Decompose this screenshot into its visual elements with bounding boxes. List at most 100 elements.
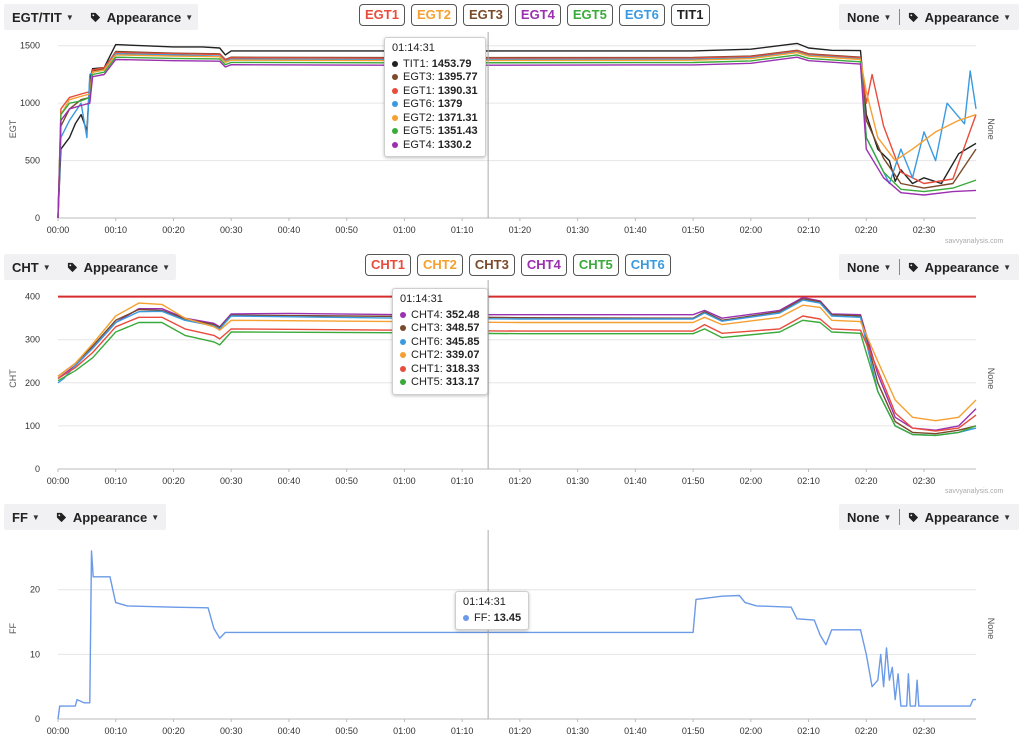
series-line-egt5[interactable] — [57, 54, 977, 219]
series-chip-cht2[interactable]: CHT2 — [416, 254, 463, 276]
y-tick-label: 500 — [25, 156, 40, 166]
tooltip-time: 01:14:31 — [463, 596, 506, 608]
cht-right-appearance-menu[interactable]: Appearance ▼ — [900, 254, 1019, 280]
watermark: savvyanalysis.com — [945, 488, 1004, 495]
y-tick-label: 1500 — [20, 41, 40, 51]
egt-right-axis-menu[interactable]: None ▼ — [839, 4, 899, 30]
tooltip-series-value: 1453.79 — [431, 57, 472, 70]
x-tick-label: 01:20 — [509, 476, 532, 486]
series-line-egt3[interactable] — [57, 49, 977, 219]
egt-chart[interactable]: 0 500 1000 1500 00:00 00:10 00:20 00:30 00:40 00:… — [0, 0, 1024, 250]
egt-right-appearance-label: Appearance — [924, 9, 1000, 25]
ff-appearance-menu[interactable]: Appearance ▼ — [48, 504, 167, 530]
tooltip-row: CHT3: 348.57 — [400, 322, 480, 336]
x-tick-label: 00:40 — [278, 225, 301, 235]
series-chip-egt5[interactable]: EGT5 — [566, 4, 613, 26]
cht-series-chips: CHT1 CHT2 CHT3 CHT4 CHT5 CHT6 — [365, 254, 671, 276]
series-chip-egt2[interactable]: EGT2 — [410, 4, 457, 26]
x-tick-label: 01:30 — [566, 225, 589, 235]
ff-left-toolbar: FF ▼ Appearance ▼ — [4, 504, 166, 530]
tooltip-row: CHT5: 313.17 — [400, 376, 480, 390]
x-tick-label: 00:00 — [47, 476, 70, 486]
series-chip-egt3[interactable]: EGT3 — [462, 4, 509, 26]
ff-right-appearance-label: Appearance — [924, 509, 1000, 525]
y-axis-title: FF — [8, 623, 18, 634]
x-tick-label: 02:10 — [797, 726, 820, 736]
series-line-egt1[interactable] — [57, 50, 977, 219]
y-tick-label: 1000 — [20, 98, 40, 108]
egt-right-appearance-menu[interactable]: Appearance ▼ — [900, 4, 1019, 30]
x-tick-label: 01:30 — [566, 476, 589, 486]
egt-series-menu[interactable]: EGT/TIT ▼ — [4, 4, 82, 30]
tooltip-series-name: EGT3 — [403, 71, 432, 83]
right-axis-title: None — [986, 618, 996, 640]
series-chip-tit1[interactable]: TIT1 — [670, 4, 710, 26]
series-line-ff[interactable] — [57, 550, 976, 720]
cht-chart[interactable]: 0 100 200 300 400 00:00 00:10 00:20 00:30 00:40 00… — [0, 250, 1024, 500]
x-tick-label: 02:20 — [855, 476, 878, 486]
cht-appearance-label: Appearance — [83, 259, 159, 275]
tooltip-row: CHT1: 318.33 — [400, 363, 480, 377]
series-line-cht5[interactable] — [57, 319, 977, 437]
caret-down-icon: ▼ — [883, 512, 892, 522]
caret-down-icon: ▼ — [162, 262, 170, 272]
series-line-egt6[interactable] — [57, 51, 977, 219]
tooltip-series-name: CHT5 — [411, 376, 440, 388]
series-line-egt2[interactable] — [57, 51, 977, 219]
x-tick-label: 00:10 — [104, 726, 127, 736]
series-chip-cht4[interactable]: CHT4 — [520, 254, 567, 276]
series-chip-cht1[interactable]: CHT1 — [365, 254, 411, 276]
series-line-cht4[interactable] — [57, 296, 977, 431]
series-line-cht2[interactable] — [57, 302, 977, 422]
tooltip-row: EGT3: 1395.77 — [392, 71, 478, 85]
cht-right-axis-menu[interactable]: None ▼ — [839, 254, 899, 280]
series-chip-cht3[interactable]: CHT3 — [468, 254, 515, 276]
series-line-cht3[interactable] — [57, 298, 977, 435]
tooltip-row: FF: 13.45 — [463, 612, 521, 626]
x-tick-label: 02:10 — [797, 225, 820, 235]
egt-appearance-menu[interactable]: Appearance ▼ — [82, 4, 201, 30]
series-chip-cht5[interactable]: CHT5 — [572, 254, 619, 276]
tooltip-time: 01:14:31 — [400, 293, 443, 305]
y-tick-label: 0 — [35, 464, 40, 474]
egt-right-axis-label: None — [847, 9, 880, 25]
cht-appearance-menu[interactable]: Appearance ▼ — [59, 254, 178, 280]
cht-right-toolbar: None ▼ Appearance ▼ — [839, 254, 1019, 280]
series-line-tit1[interactable] — [57, 42, 977, 219]
x-tick-label: 00:00 — [47, 726, 70, 736]
egt-series-chips: EGT1 EGT2 EGT3 EGT4 EGT5 EGT6 TIT1 — [359, 4, 710, 26]
series-line-cht1[interactable] — [57, 315, 977, 432]
tooltip-series-name: CHT4 — [411, 308, 440, 321]
ff-right-appearance-menu[interactable]: Appearance ▼ — [900, 504, 1019, 530]
tooltip-series-value: 339.07 — [445, 349, 480, 361]
series-dot-icon — [400, 325, 406, 332]
cht-series-menu[interactable]: CHT ▼ — [4, 254, 59, 280]
tooltip-row: CHT4: 352.48 — [400, 309, 480, 323]
series-chip-egt4[interactable]: EGT4 — [514, 4, 561, 26]
tooltip-series-name: CHT2 — [411, 349, 440, 361]
y-tick-label: 20 — [30, 585, 40, 595]
cht-left-toolbar: CHT ▼ Appearance ▼ — [4, 254, 176, 280]
tooltip-series-name: TIT1 — [403, 57, 426, 70]
x-tick-label: 02:30 — [913, 726, 936, 736]
cht-right-axis-label: None — [847, 259, 880, 275]
caret-down-icon: ▼ — [1003, 512, 1011, 522]
ff-series-menu[interactable]: FF ▼ — [4, 504, 48, 530]
x-tick-label: 00:20 — [162, 476, 185, 486]
tooltip-series-value: 13.45 — [493, 611, 522, 624]
tooltip-series-value: 345.85 — [445, 335, 480, 348]
y-tick-label: 0 — [35, 714, 40, 724]
series-chip-cht6[interactable]: CHT6 — [624, 254, 671, 276]
egt-panel: EGT/TIT ▼ Appearance ▼ EGT1 EGT2 EGT3 EGT4 EGT… — [0, 0, 1024, 250]
x-tick-label: 00:10 — [104, 476, 127, 486]
series-line-egt4[interactable] — [57, 56, 977, 219]
series-chip-egt6[interactable]: EGT6 — [618, 4, 665, 26]
x-tick-label: 00:40 — [278, 476, 301, 486]
x-tick-label: 00:30 — [220, 476, 243, 486]
series-chip-egt1[interactable]: EGT1 — [359, 4, 405, 26]
cht-right-appearance-label: Appearance — [924, 259, 1000, 275]
ff-chart[interactable]: 0 10 20 00:00 00:10 00:20 00:30 00:40 00:50 01:00… — [0, 500, 1024, 752]
ff-right-axis-menu[interactable]: None ▼ — [839, 504, 899, 530]
x-tick-label: 01:10 — [451, 726, 474, 736]
x-tick-label: 02:00 — [740, 726, 763, 736]
